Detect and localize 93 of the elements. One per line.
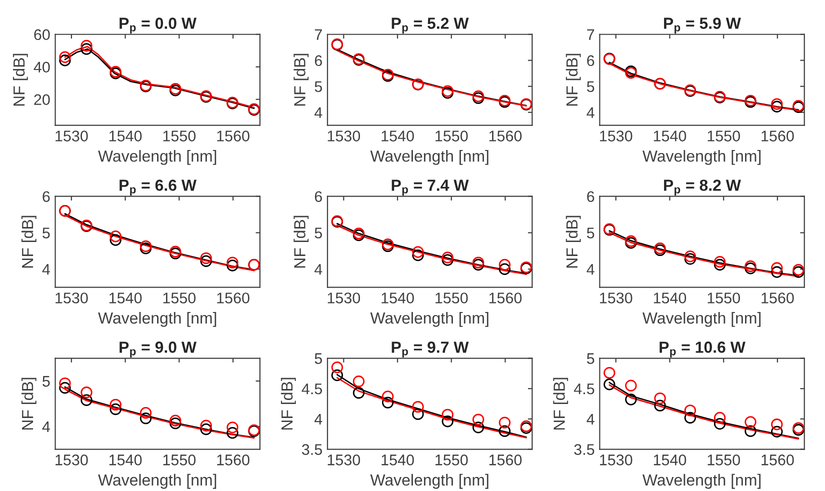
y-tick-label: 6 — [314, 55, 322, 66]
x-tick-label: 1540 — [382, 130, 414, 142]
y-axis-title: NF [dB] — [12, 54, 28, 106]
x-tick-label: 1560 — [762, 292, 794, 304]
x-tick-label: 1560 — [489, 130, 522, 142]
x-axis-title: Wavelength [nm] — [370, 312, 488, 327]
y-tick-label: 40 — [34, 62, 50, 73]
x-axis-title: Wavelength [nm] — [370, 474, 488, 489]
y-tick-label: 6 — [314, 191, 322, 202]
y-tick-label: 4 — [586, 264, 594, 275]
x-tick-label: 1560 — [217, 454, 250, 466]
x-tick-label: 1560 — [762, 130, 794, 142]
y-axis-title: NF [dB] — [294, 54, 309, 106]
x-axis-title: Wavelength [nm] — [642, 312, 761, 327]
y-tick-label: 3.5 — [574, 444, 594, 455]
x-tick-label: 1540 — [109, 130, 142, 142]
x-tick-label: 1560 — [217, 130, 250, 142]
y-axis-title: NF [dB] — [566, 54, 581, 106]
y-tick-label: 4 — [586, 414, 594, 424]
y-tick-label: 3.5 — [302, 444, 322, 455]
x-axis-title: Wavelength [nm] — [642, 474, 761, 489]
y-axis-title: NF [dB] — [294, 216, 309, 268]
y-tick-label: 5 — [586, 228, 594, 238]
x-tick-label: 1540 — [382, 454, 414, 466]
x-tick-label: 1530 — [328, 130, 360, 142]
x-tick-label: 1540 — [109, 292, 142, 304]
y-tick-label: 7 — [314, 29, 322, 40]
x-tick-label: 1560 — [489, 454, 522, 466]
x-axis-title: Wavelength [nm] — [370, 150, 488, 165]
y-tick-label: 20 — [34, 94, 50, 106]
x-tick-label: 1530 — [328, 454, 360, 466]
y-tick-label: 6 — [587, 55, 594, 66]
x-tick-label: 1530 — [56, 454, 88, 466]
y-tick-label: 6 — [42, 191, 50, 202]
y-tick-label: 4 — [314, 414, 322, 424]
chart-title: P$_{p}$ = 6.6 W — [120, 180, 197, 196]
y-tick-label: 7 — [587, 29, 594, 40]
x-tick-label: 1540 — [654, 454, 686, 466]
x-tick-label: 1530 — [56, 130, 88, 142]
chart-title: P$_{p}$ = 9.7 W — [392, 342, 469, 358]
x-tick-label: 1550 — [708, 454, 740, 466]
chart-title: P$_{p}$ = 7.4 W — [392, 180, 469, 196]
chart-title: P$_{p}$ = 0.0 W — [120, 18, 197, 34]
x-tick-label: 1550 — [436, 130, 468, 142]
x-tick-label: 1540 — [109, 454, 142, 466]
x-tick-label: 1550 — [436, 454, 468, 466]
y-tick-label: 4.5 — [302, 384, 322, 394]
y-tick-label: 4 — [314, 264, 322, 275]
x-axis-title: Wavelength [nm] — [642, 150, 761, 165]
y-tick-label: 5 — [42, 376, 50, 387]
y-tick-label: 4 — [314, 107, 322, 118]
x-tick-label: 1540 — [382, 292, 414, 304]
x-tick-label: 1560 — [489, 292, 522, 304]
x-tick-label: 1530 — [56, 292, 88, 304]
chart-title: P$_{p}$ = 8.2 W — [664, 180, 741, 196]
y-axis-title: NF [dB] — [280, 378, 296, 430]
x-tick-label: 1550 — [708, 292, 740, 304]
x-tick-label: 1550 — [436, 292, 468, 304]
y-tick-label: 4 — [42, 422, 50, 432]
chart-title: P$_{p}$ = 5.9 W — [664, 18, 741, 34]
x-tick-label: 1560 — [217, 292, 250, 304]
chart-title: P$_{p}$ = 9.0 W — [120, 342, 197, 358]
x-tick-label: 1550 — [708, 130, 740, 142]
x-tick-label: 1550 — [163, 292, 196, 304]
x-tick-label: 1550 — [163, 130, 196, 142]
chart-title: P$_{p}$ = 10.6 W — [660, 342, 746, 358]
y-tick-label: 5 — [314, 81, 322, 92]
y-axis-title: NF [dB] — [566, 216, 581, 268]
y-tick-label: 4 — [586, 107, 594, 118]
y-tick-label: 4.5 — [574, 384, 594, 394]
x-axis-title: Wavelength [nm] — [98, 312, 216, 327]
x-tick-label: 1550 — [163, 454, 196, 466]
x-tick-label: 1530 — [600, 130, 632, 142]
chart-title: P$_{p}$ = 5.2 W — [392, 18, 469, 34]
x-tick-label: 1560 — [762, 454, 794, 466]
x-tick-label: 1540 — [654, 292, 686, 304]
y-tick-label: 5 — [586, 81, 594, 92]
x-tick-label: 1540 — [654, 130, 686, 142]
x-tick-label: 1530 — [600, 292, 632, 304]
y-tick-label: 5 — [586, 353, 594, 364]
y-tick-label: 5 — [42, 228, 50, 238]
y-tick-label: 60 — [34, 29, 50, 40]
x-tick-label: 1530 — [600, 454, 632, 466]
x-axis-title: Wavelength [nm] — [98, 474, 216, 489]
x-tick-label: 1530 — [328, 292, 360, 304]
y-axis-title: NF [dB] — [553, 378, 568, 430]
y-axis-title: NF [dB] — [21, 378, 36, 430]
y-axis-title: NF [dB] — [21, 216, 36, 268]
y-tick-label: 4 — [42, 264, 50, 275]
y-tick-label: 5 — [314, 228, 322, 238]
y-tick-label: 5 — [314, 353, 322, 364]
y-tick-label: 6 — [587, 191, 594, 202]
x-axis-title: Wavelength [nm] — [98, 150, 216, 165]
